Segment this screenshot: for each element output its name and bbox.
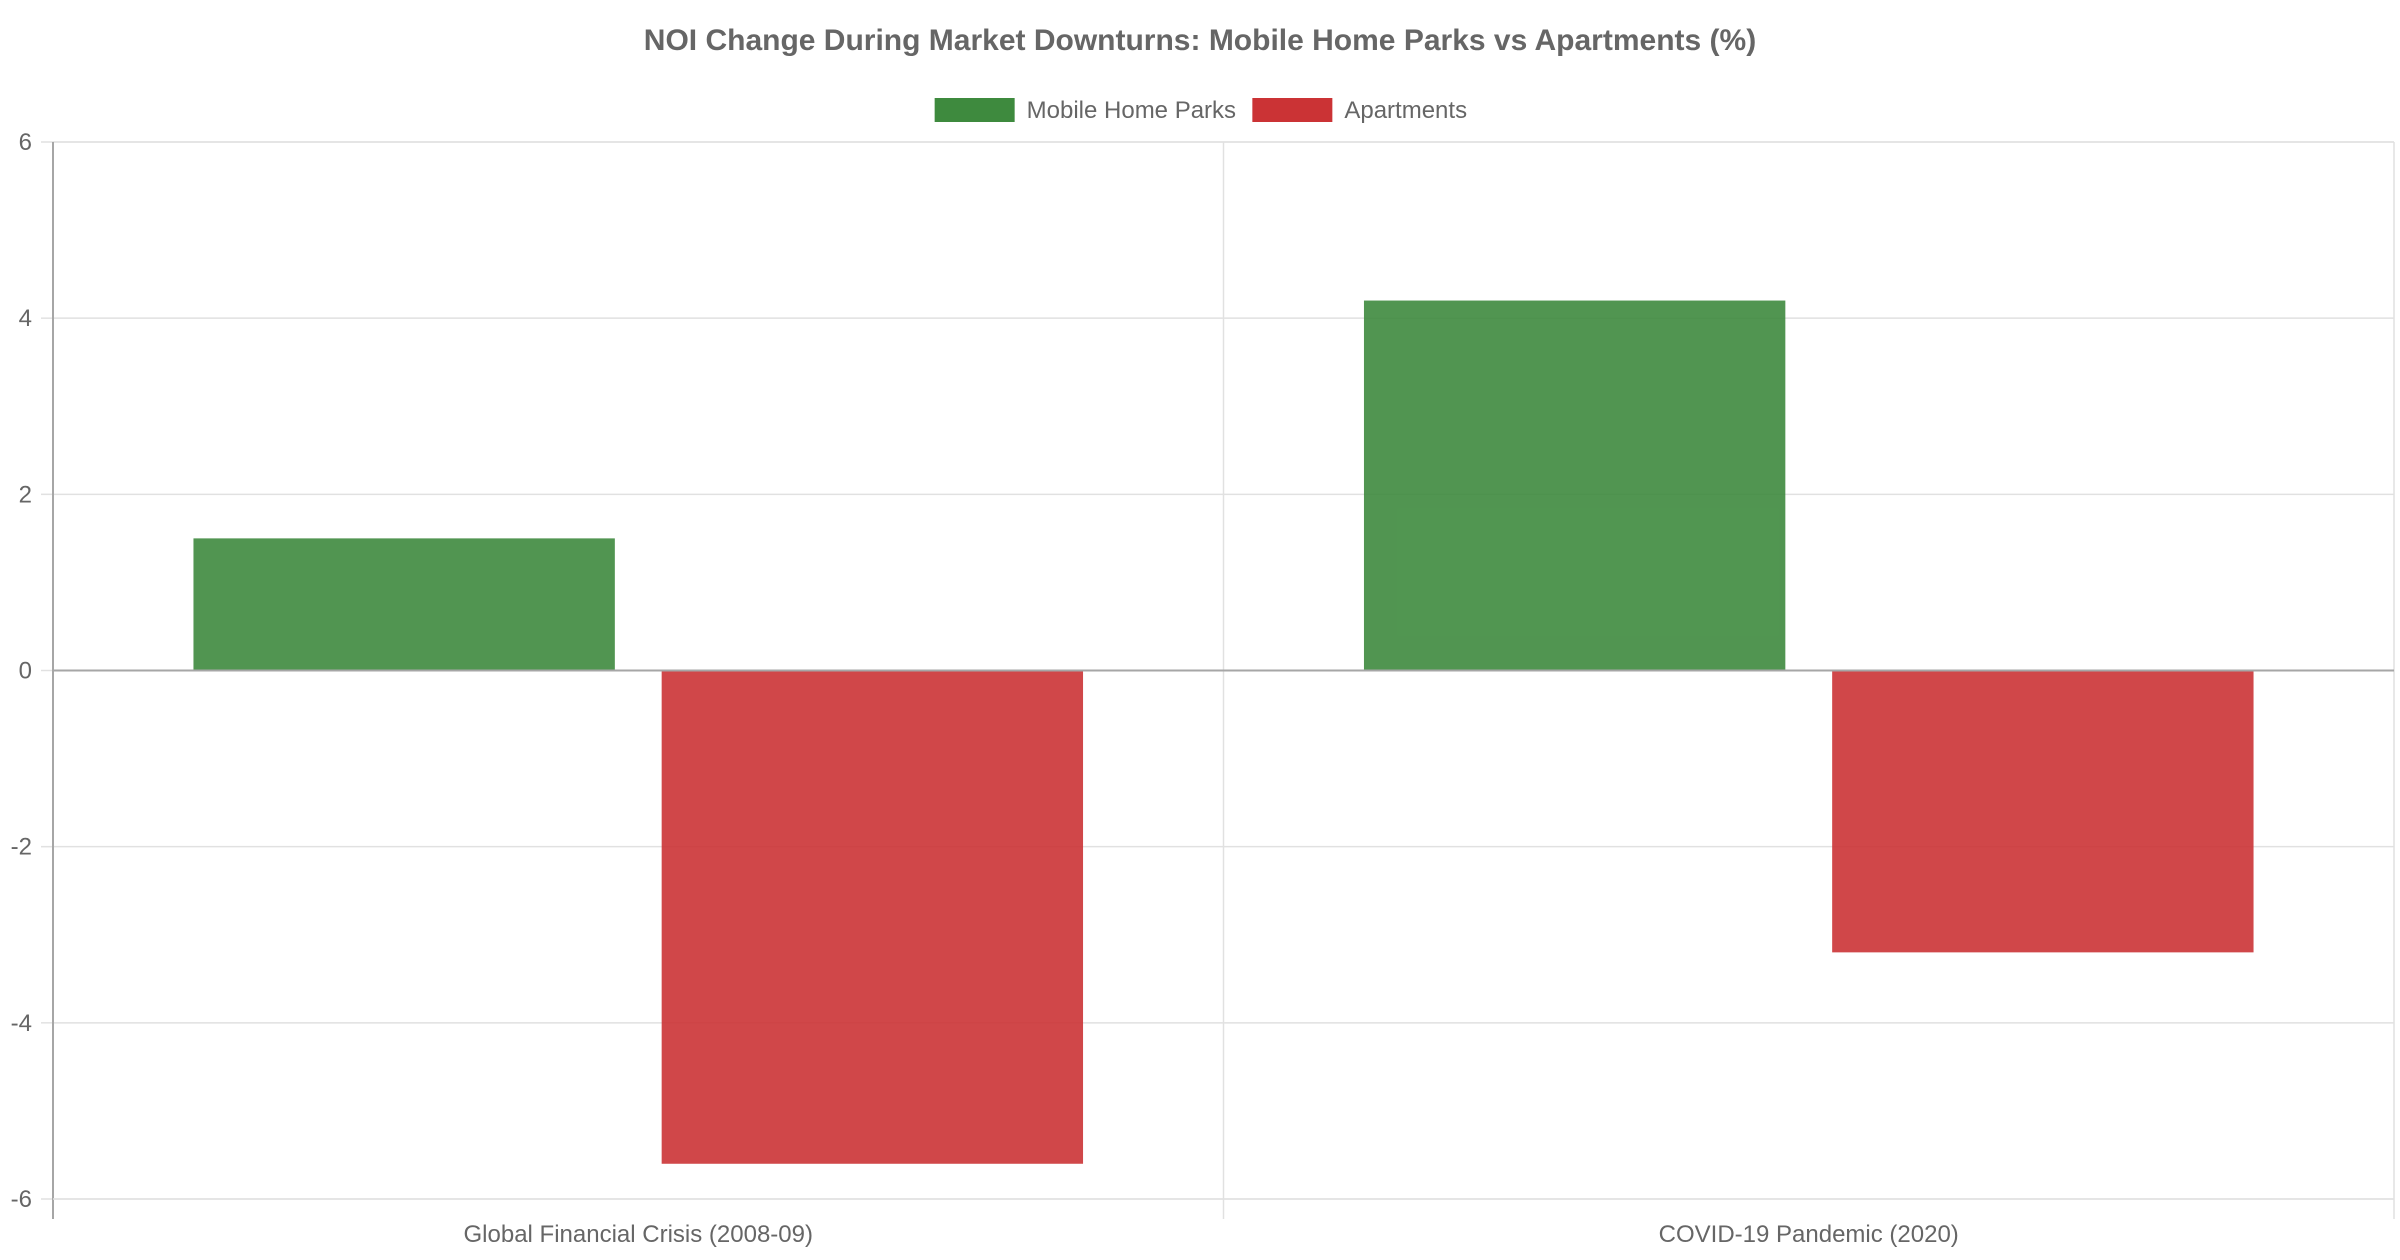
x-tick-label: Global Financial Crisis (2008-09) [464, 1221, 813, 1248]
legend-swatch-mobile-home-parks[interactable] [934, 98, 1015, 122]
y-tick-label: -4 [11, 1010, 32, 1037]
legend-swatch-apartments[interactable] [1252, 98, 1333, 122]
chart-legend: Mobile Home Parks Apartments [934, 97, 1467, 124]
bar-mobile-home-parks-1[interactable] [1363, 300, 1786, 671]
x-tick-label: COVID-19 Pandemic (2020) [1659, 1221, 1959, 1248]
y-tick-label: -6 [11, 1186, 32, 1213]
chart-axes [52, 142, 2394, 1219]
bar-apartments-1[interactable] [1832, 670, 2254, 953]
y-tick-label: 2 [19, 481, 32, 508]
legend-label-apartments[interactable]: Apartments [1344, 97, 1467, 124]
chart-bars [193, 300, 2254, 1164]
y-tick-label: -2 [11, 834, 32, 861]
y-tick-label: 0 [19, 658, 32, 685]
bar-mobile-home-parks-0[interactable] [193, 538, 615, 671]
legend-label-mobile-home-parks[interactable]: Mobile Home Parks [1027, 97, 1236, 124]
y-axis-ticks: 6 4 2 0 -2 -4 -6 [11, 129, 32, 1213]
chart-title: NOI Change During Market Downturns: Mobi… [644, 24, 1756, 57]
y-tick-label: 6 [19, 129, 32, 156]
x-axis-ticks: Global Financial Crisis (2008-09) COVID-1… [464, 1221, 1959, 1248]
y-tick-label: 4 [19, 305, 32, 332]
bar-apartments-0[interactable] [661, 670, 1084, 1164]
